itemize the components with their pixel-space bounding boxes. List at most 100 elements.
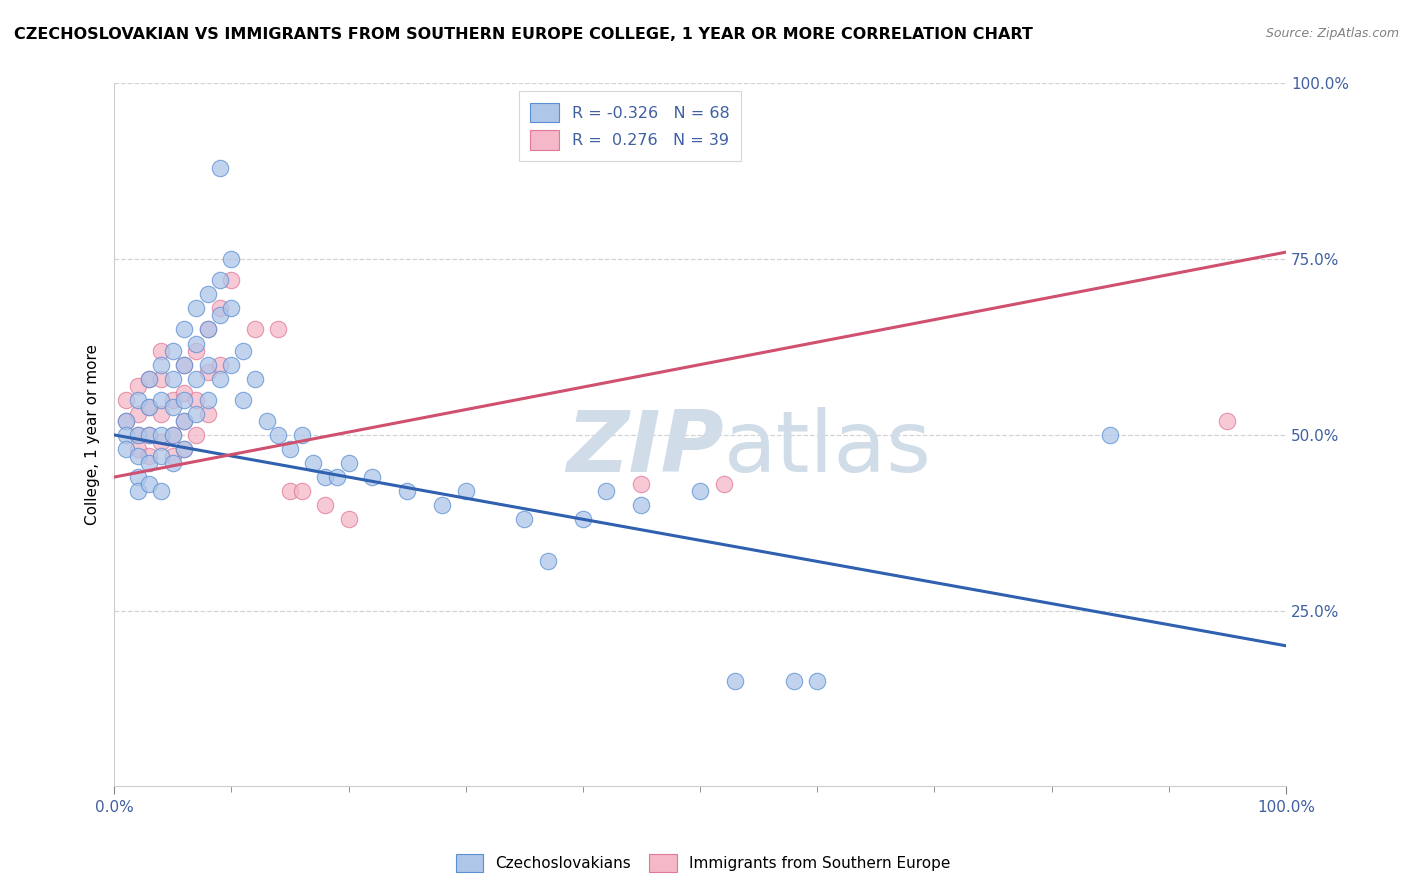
Point: [173, 385, 195, 400]
Point: [208, 273, 231, 287]
Point: [221, 252, 243, 267]
Point: [127, 470, 149, 484]
Point: [162, 428, 184, 442]
Point: [115, 414, 138, 428]
Point: [314, 498, 336, 512]
Point: [208, 161, 231, 175]
Point: [127, 484, 149, 499]
Point: [150, 407, 173, 421]
Point: [806, 673, 828, 688]
Point: [127, 428, 149, 442]
Point: [150, 372, 173, 386]
Point: [138, 428, 160, 442]
Point: [138, 372, 160, 386]
Point: [396, 484, 419, 499]
Point: [150, 449, 173, 463]
Text: atlas: atlas: [724, 408, 932, 491]
Point: [243, 322, 266, 336]
Point: [278, 484, 301, 499]
Text: CZECHOSLOVAKIAN VS IMMIGRANTS FROM SOUTHERN EUROPE COLLEGE, 1 YEAR OR MORE CORRE: CZECHOSLOVAKIAN VS IMMIGRANTS FROM SOUTH…: [14, 27, 1033, 42]
Point: [173, 358, 195, 372]
Point: [513, 512, 536, 526]
Point: [267, 322, 290, 336]
Point: [162, 400, 184, 414]
Point: [197, 287, 219, 301]
Point: [302, 456, 325, 470]
Point: [595, 484, 617, 499]
Point: [232, 343, 254, 358]
Point: [115, 392, 138, 407]
Point: [138, 477, 160, 491]
Point: [337, 456, 360, 470]
Point: [432, 498, 454, 512]
Point: [127, 378, 149, 392]
Point: [138, 456, 160, 470]
Point: [127, 449, 149, 463]
Text: Source: ZipAtlas.com: Source: ZipAtlas.com: [1265, 27, 1399, 40]
Point: [138, 428, 160, 442]
Point: [173, 358, 195, 372]
Point: [138, 372, 160, 386]
Point: [127, 442, 149, 456]
Point: [243, 372, 266, 386]
Point: [326, 470, 349, 484]
Point: [150, 392, 173, 407]
Point: [783, 673, 806, 688]
Point: [173, 392, 195, 407]
Point: [232, 392, 254, 407]
Point: [630, 477, 652, 491]
Point: [208, 358, 231, 372]
Point: [197, 322, 219, 336]
Point: [162, 428, 184, 442]
Point: [572, 512, 595, 526]
Point: [150, 428, 173, 442]
Point: [208, 372, 231, 386]
Point: [724, 673, 747, 688]
Point: [186, 372, 208, 386]
Point: [127, 392, 149, 407]
Point: [197, 358, 219, 372]
Point: [162, 372, 184, 386]
Point: [278, 442, 301, 456]
Point: [173, 442, 195, 456]
Point: [291, 428, 314, 442]
Point: [197, 365, 219, 379]
Point: [173, 442, 195, 456]
Point: [256, 414, 278, 428]
Point: [162, 392, 184, 407]
Text: ZIP: ZIP: [565, 408, 724, 491]
Point: [291, 484, 314, 499]
Point: [150, 343, 173, 358]
Point: [115, 428, 138, 442]
Point: [630, 498, 652, 512]
Point: [173, 414, 195, 428]
Legend: Czechoslovakians, Immigrants from Southern Europe: Czechoslovakians, Immigrants from Southe…: [449, 846, 957, 880]
Point: [197, 407, 219, 421]
Point: [162, 456, 184, 470]
Point: [186, 301, 208, 316]
Point: [197, 392, 219, 407]
Point: [138, 449, 160, 463]
Point: [150, 434, 173, 449]
Point: [127, 428, 149, 442]
Point: [197, 322, 219, 336]
Point: [267, 428, 290, 442]
Point: [162, 343, 184, 358]
Point: [127, 407, 149, 421]
Point: [208, 309, 231, 323]
Point: [115, 414, 138, 428]
Point: [138, 400, 160, 414]
Point: [186, 428, 208, 442]
Point: [150, 484, 173, 499]
Point: [361, 470, 384, 484]
Point: [1216, 414, 1239, 428]
Point: [186, 336, 208, 351]
Point: [314, 470, 336, 484]
Point: [537, 554, 560, 568]
Point: [186, 392, 208, 407]
Point: [173, 322, 195, 336]
Point: [150, 358, 173, 372]
Point: [186, 343, 208, 358]
Point: [454, 484, 477, 499]
Point: [337, 512, 360, 526]
